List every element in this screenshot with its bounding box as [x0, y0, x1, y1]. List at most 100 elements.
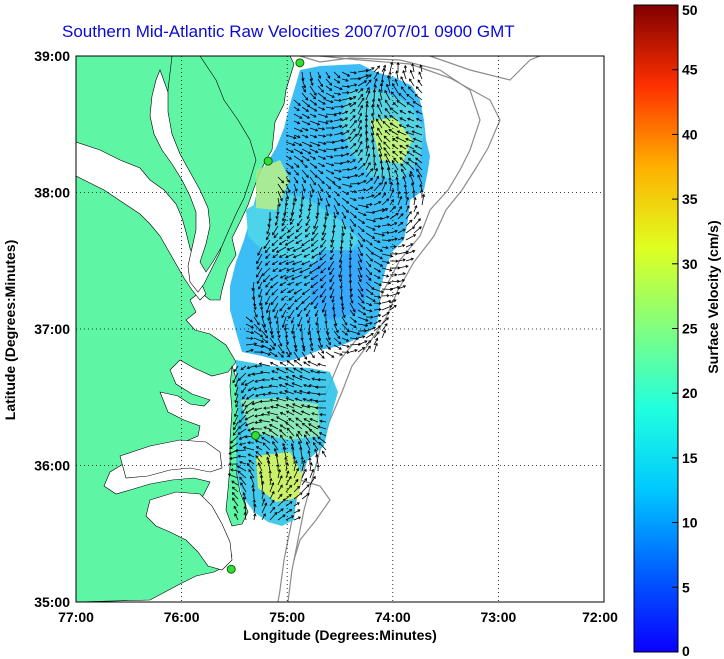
velocity-arrow — [266, 451, 271, 458]
velocity-arrow — [265, 281, 271, 288]
velocity-arrowhead — [314, 102, 318, 106]
velocity-arrow — [357, 246, 363, 256]
velocity-arrow — [309, 469, 314, 479]
velocity-arrow — [339, 253, 343, 263]
velocity-arrow — [262, 442, 271, 451]
velocity-arrow — [309, 120, 320, 125]
velocity-arrowhead — [272, 268, 276, 272]
velocity-arrow — [380, 83, 383, 94]
velocity-arrowhead — [331, 163, 335, 167]
velocity-arrow — [308, 423, 319, 430]
velocity-arrow — [357, 88, 364, 94]
velocity-arrow — [393, 102, 399, 108]
velocity-arrow — [277, 498, 286, 507]
velocity-arrow — [280, 274, 287, 279]
velocity-arrow — [399, 117, 407, 122]
velocity-arrowhead — [384, 89, 388, 94]
velocity-arrowhead — [406, 93, 410, 97]
velocity-arrowhead — [321, 232, 325, 236]
velocity-arrow — [396, 70, 399, 80]
velocity-arrow — [293, 509, 301, 514]
velocity-arrow — [317, 85, 324, 93]
velocity-arrow — [301, 410, 311, 416]
velocity-arrow — [308, 450, 311, 458]
velocity-arrowhead — [251, 487, 256, 491]
velocity-arrowhead — [306, 216, 310, 220]
velocity-arrow — [420, 64, 423, 73]
velocity-arrowhead — [299, 328, 303, 332]
y-tick-label: 36:00 — [34, 458, 70, 474]
velocity-arrowhead — [260, 307, 264, 311]
velocity-arrow — [341, 176, 350, 179]
velocity-arrow — [387, 167, 391, 178]
velocity-arrowhead — [386, 274, 390, 278]
velocity-arrow — [392, 151, 399, 157]
velocity-arrow — [309, 351, 315, 358]
velocity-arrowhead — [242, 496, 246, 500]
velocity-arrowhead — [241, 390, 245, 394]
velocity-arrowhead — [291, 403, 296, 407]
velocity-arrowhead — [353, 143, 357, 147]
velocity-arrow — [269, 344, 275, 350]
velocity-arrowhead — [374, 342, 378, 346]
velocity-arrow — [349, 316, 357, 323]
velocity-arrowhead — [291, 445, 295, 450]
velocity-arrow — [330, 246, 335, 253]
velocity-arrow — [248, 469, 255, 479]
velocity-arrow — [365, 186, 373, 192]
velocity-arrow — [373, 253, 383, 260]
velocity-arrowhead — [376, 132, 380, 136]
velocity-arrow — [300, 367, 311, 374]
velocity-arrow — [314, 302, 319, 309]
velocity-arrow — [397, 237, 404, 241]
velocity-arrow — [325, 169, 334, 175]
velocity-arrowhead — [299, 446, 303, 450]
velocity-arrow — [408, 110, 415, 115]
velocity-arrowhead — [329, 287, 333, 291]
velocity-arrow — [293, 351, 300, 361]
velocity-arrow — [255, 440, 263, 444]
velocity-arrow — [381, 274, 389, 277]
velocity-arrow — [372, 104, 375, 115]
velocity-arrowhead — [280, 290, 284, 294]
velocity-arrow — [416, 168, 423, 178]
velocity-arrowhead — [345, 110, 349, 114]
velocity-arrowhead — [268, 347, 273, 351]
velocity-arrowhead — [389, 107, 393, 111]
velocity-arrow — [330, 288, 335, 299]
velocity-arrow — [309, 344, 314, 351]
velocity-arrow — [357, 97, 365, 108]
velocity-arrow — [381, 323, 388, 332]
velocity-arrowhead — [378, 153, 382, 158]
velocity-arrow — [270, 295, 279, 305]
velocity-arrow — [293, 337, 297, 348]
velocity-arrow — [297, 431, 303, 437]
velocity-arrow — [261, 437, 271, 444]
velocity-arrowhead — [259, 370, 264, 374]
velocity-arrowhead — [308, 263, 313, 267]
velocity-arrowhead — [319, 198, 323, 202]
velocity-arrowhead — [251, 484, 255, 488]
velocity-arrowhead — [282, 446, 286, 450]
velocity-arrowhead — [317, 392, 321, 396]
velocity-arrow — [277, 469, 281, 479]
velocity-arrowhead — [406, 151, 410, 155]
velocity-arrowhead — [284, 456, 288, 460]
colorbar-tick-label: 45 — [682, 62, 698, 78]
velocity-arrow — [333, 162, 343, 164]
velocity-arrowhead — [398, 124, 402, 128]
velocity-arrowhead — [412, 249, 416, 253]
velocity-arrow — [377, 104, 383, 115]
velocity-arrowhead — [415, 211, 419, 215]
velocity-arrow — [406, 93, 415, 101]
velocity-arrow — [299, 390, 311, 395]
velocity-arrowhead — [310, 301, 314, 305]
velocity-arrow — [252, 372, 263, 375]
velocity-arrow — [365, 232, 375, 239]
velocity-arrow — [293, 141, 302, 146]
velocity-arrowhead — [341, 233, 345, 237]
velocity-arrowhead — [308, 151, 312, 155]
velocity-arrowhead — [265, 284, 269, 288]
velocity-arrowhead — [284, 382, 288, 386]
velocity-arrowhead — [300, 410, 304, 414]
